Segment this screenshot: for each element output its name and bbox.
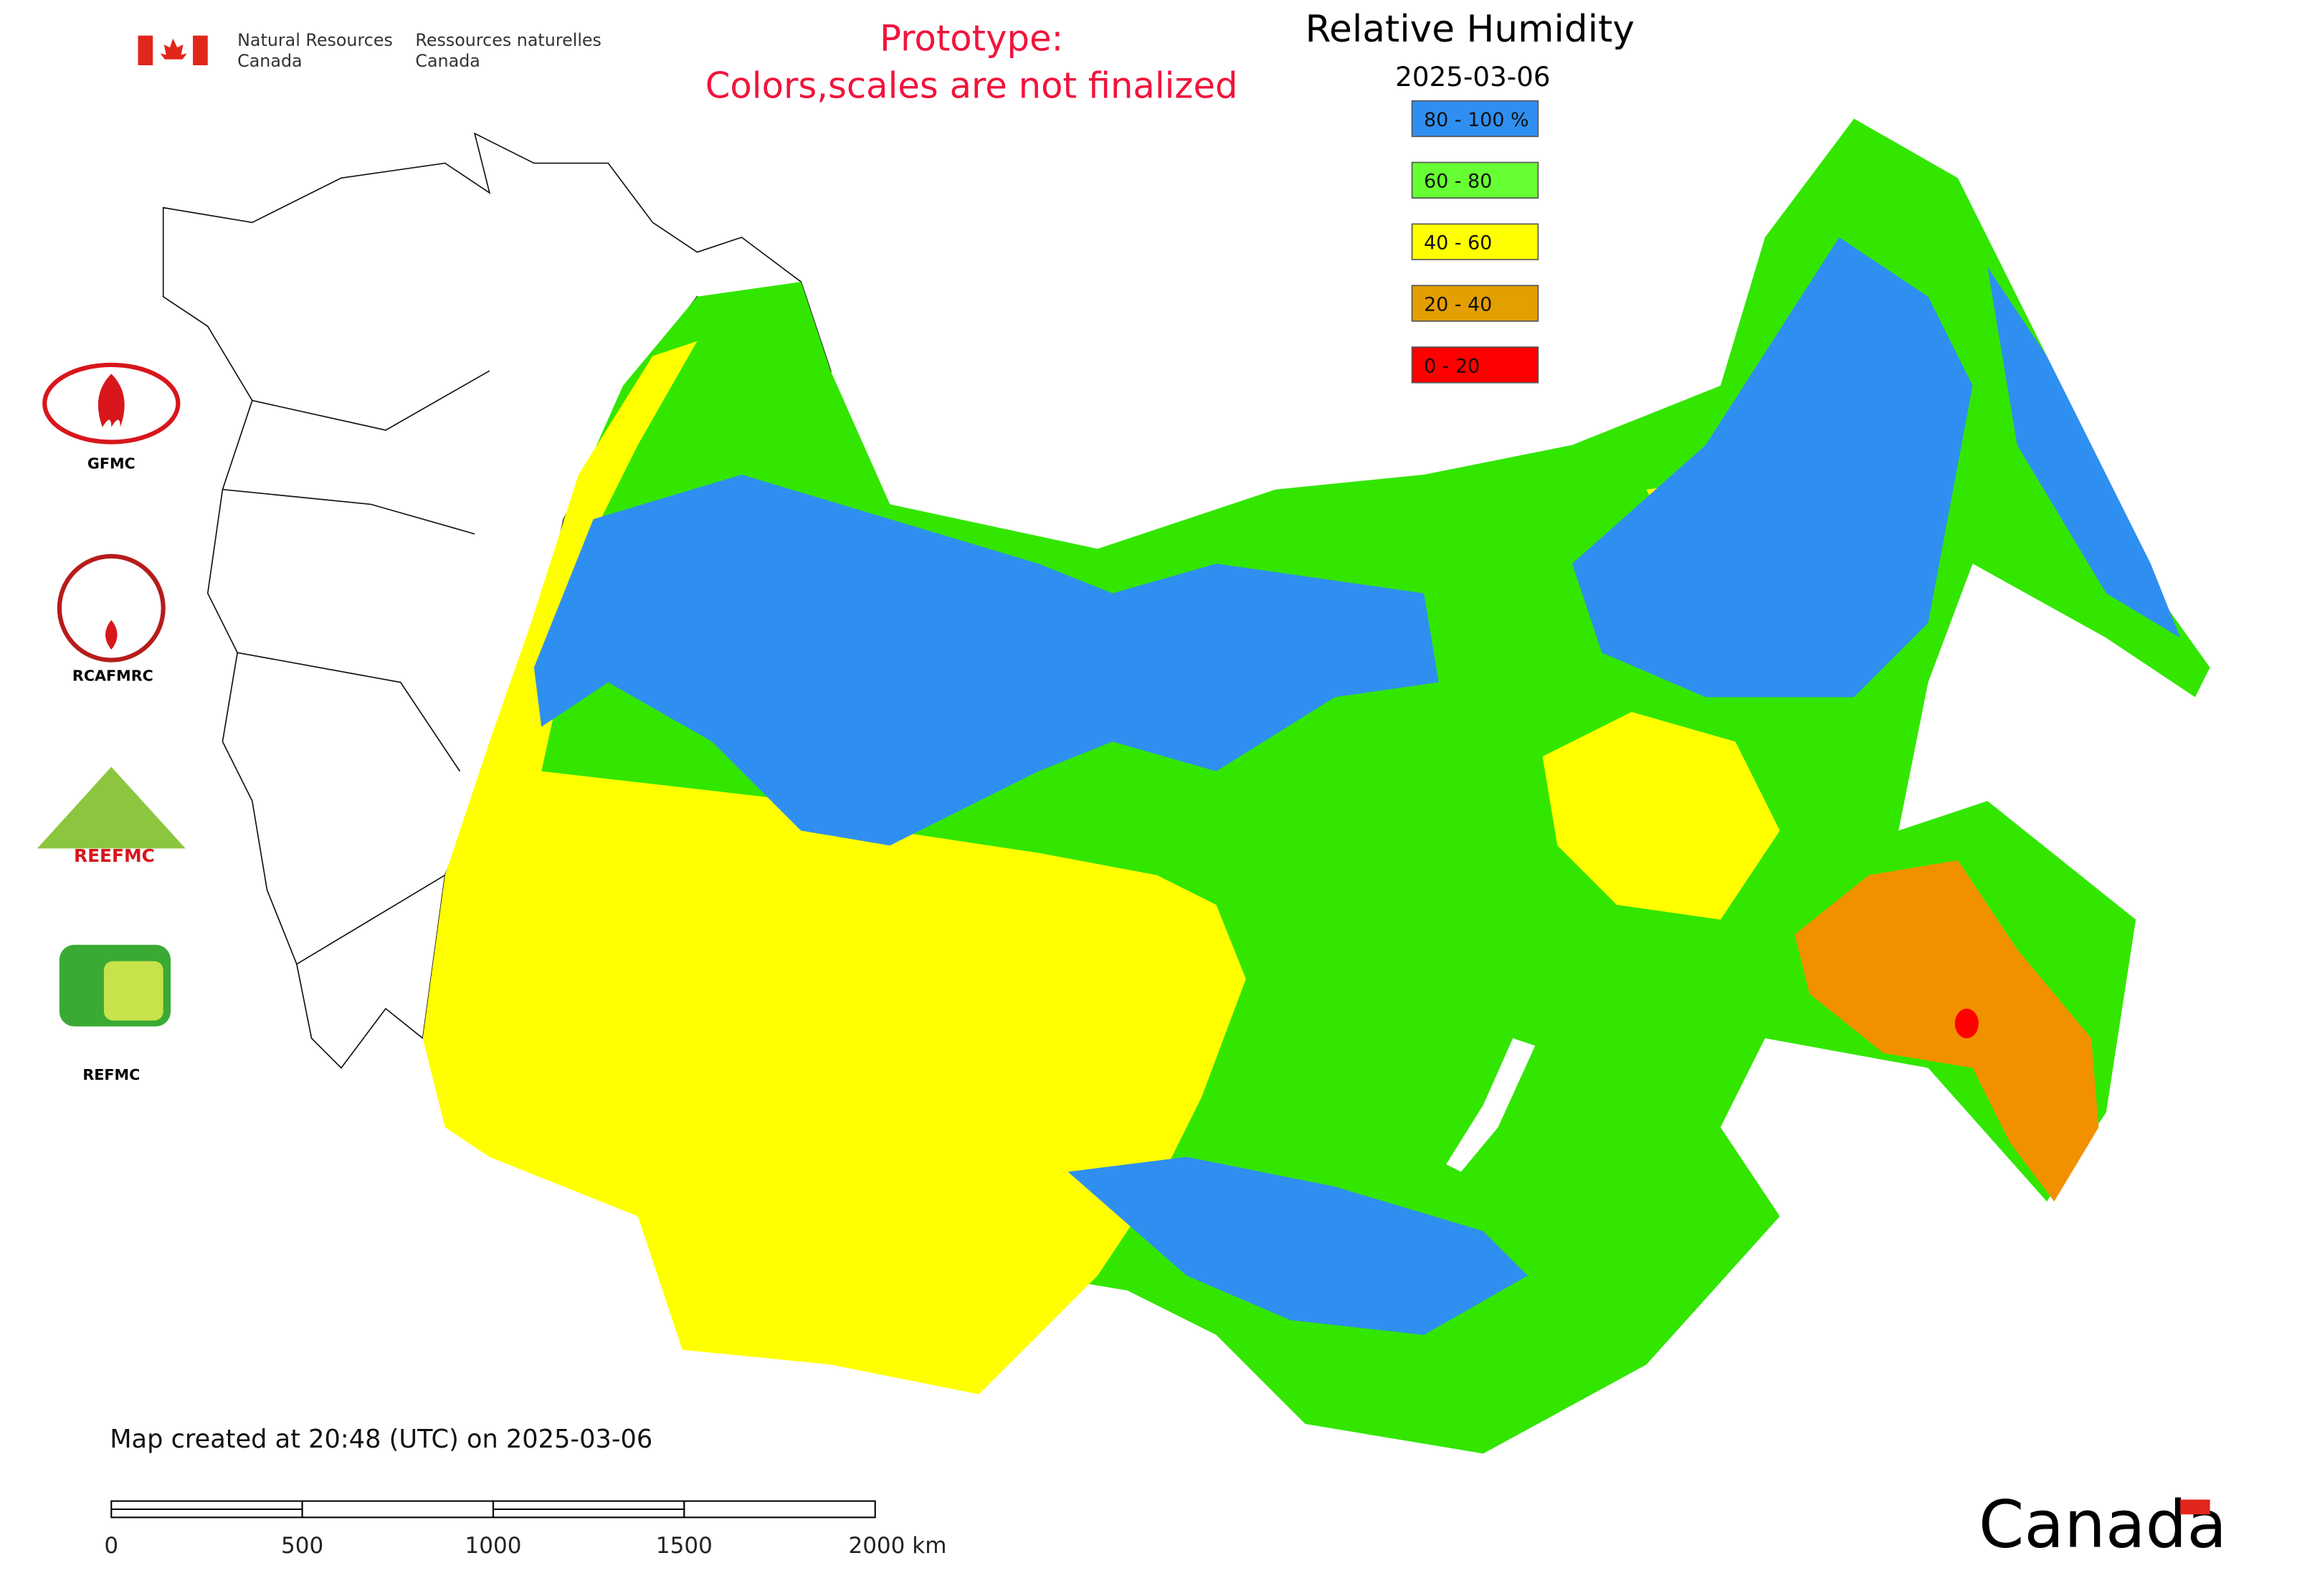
region-80-100 bbox=[1572, 237, 1973, 698]
legend-label: 0 - 20 bbox=[1424, 355, 1480, 377]
scale-label: 1000 bbox=[465, 1533, 522, 1559]
scale-bar: 0 500 1000 1500 2000 km bbox=[104, 1500, 946, 1559]
logo-label: GFMC bbox=[87, 455, 135, 472]
legend-label: 80 - 100 % bbox=[1424, 109, 1528, 131]
prototype-notice: Colors,scales are not finalized bbox=[705, 65, 1238, 107]
created-note: Map created at 20:48 (UTC) on 2025-03-06 bbox=[110, 1425, 652, 1454]
region-40-60 bbox=[1542, 712, 1780, 920]
prototype-notice: Prototype: bbox=[880, 17, 1063, 59]
legend-swatch bbox=[1411, 161, 1539, 199]
legend-swatch bbox=[1411, 346, 1539, 384]
region-0-20 bbox=[1954, 1008, 1979, 1039]
logo-label: REEFMC bbox=[74, 845, 155, 866]
legend-label: 60 - 80 bbox=[1424, 171, 1492, 193]
region-80-100 bbox=[533, 475, 1439, 846]
legend-date: 2025-03-06 bbox=[1395, 61, 1550, 92]
canada-flag bbox=[138, 35, 208, 66]
legend-label: 20 - 40 bbox=[1424, 293, 1492, 315]
scale-label: 0 bbox=[104, 1533, 118, 1559]
legend-title: Relative Humidity bbox=[1305, 8, 1635, 51]
humidity-field bbox=[422, 118, 2210, 1454]
legend-swatch bbox=[1411, 223, 1539, 260]
legend: 80 - 100 % 60 - 80 40 - 60 20 - 40 0 - 20 bbox=[1411, 100, 1539, 384]
logo-label: REFMC bbox=[82, 1066, 140, 1083]
lake-baikal bbox=[1446, 1038, 1536, 1172]
scale-label: 500 bbox=[281, 1533, 323, 1559]
wordmark-flag bbox=[2180, 1499, 2210, 1515]
logo-label: RCAFMRC bbox=[72, 668, 153, 685]
region-80-100 bbox=[1987, 267, 2181, 638]
department-fr: Ressources naturelles bbox=[415, 30, 601, 50]
department-en: Natural Resources bbox=[237, 30, 393, 50]
scale-label: 1500 bbox=[656, 1533, 713, 1559]
region-20-40 bbox=[1794, 860, 2099, 1202]
legend-swatch bbox=[1411, 100, 1539, 138]
department-fr: Canada bbox=[415, 51, 480, 71]
scale-label: 2000 km bbox=[848, 1533, 946, 1559]
scale-segment bbox=[683, 1500, 876, 1519]
logos bbox=[37, 362, 186, 1027]
region-40-60 bbox=[422, 341, 1246, 1395]
canada-wordmark: Canada bbox=[1979, 1488, 2227, 1563]
scale-segment bbox=[301, 1500, 495, 1519]
department-en: Canada bbox=[237, 51, 303, 71]
region-80-100 bbox=[1067, 1156, 1528, 1335]
legend-label: 40 - 60 bbox=[1424, 232, 1492, 255]
legend-swatch bbox=[1411, 285, 1539, 322]
